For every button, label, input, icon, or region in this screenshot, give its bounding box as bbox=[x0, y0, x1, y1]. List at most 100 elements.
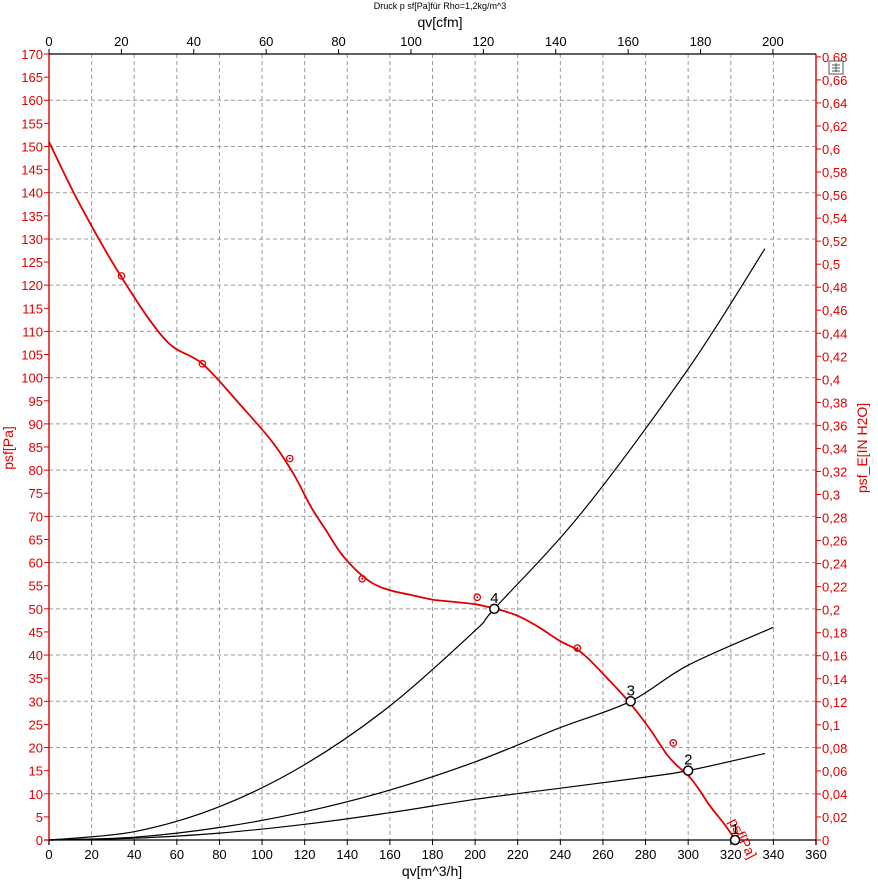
x2-tick-label: 40 bbox=[187, 34, 201, 49]
measured-point bbox=[358, 574, 367, 583]
y-tick-label: 95 bbox=[29, 394, 43, 409]
operating-point bbox=[682, 765, 694, 776]
y-tick-label: 50 bbox=[29, 602, 43, 617]
measured-point bbox=[285, 454, 294, 463]
y-axis-label: psf[Pa] bbox=[0, 426, 16, 470]
chart-title: Druck p sf[Pa]für Rho=1,2kg/m^3 bbox=[374, 1, 507, 11]
y-tick-label: 20 bbox=[29, 741, 43, 756]
y2-tick-label: 0,2 bbox=[822, 603, 840, 618]
x-tick-label: 120 bbox=[294, 847, 316, 862]
x-tick-label: 220 bbox=[507, 847, 529, 862]
y-tick-label: 140 bbox=[21, 186, 43, 201]
measured-point bbox=[573, 644, 582, 652]
y2-tick-label: 0,4 bbox=[822, 372, 840, 387]
operating-point bbox=[729, 834, 741, 846]
y-tick-label: 155 bbox=[21, 116, 43, 131]
y2-tick-label: 0,66 bbox=[822, 73, 847, 88]
measured-point bbox=[473, 593, 482, 602]
x2-tick-label: 60 bbox=[259, 34, 273, 49]
y2-axis-label: psf_E[IN H2O] bbox=[854, 403, 870, 493]
y2-tick-label: 0,52 bbox=[822, 234, 847, 249]
axes bbox=[44, 53, 817, 845]
measured-point-dot bbox=[361, 577, 364, 580]
export-icon[interactable] bbox=[828, 60, 844, 75]
y-tick-label: 145 bbox=[21, 163, 43, 178]
y-tick-label: 105 bbox=[21, 348, 43, 363]
x-tick-label: 200 bbox=[464, 847, 486, 862]
operating-point bbox=[489, 603, 500, 615]
y-tick-label: 110 bbox=[22, 324, 43, 339]
operating-point bbox=[625, 696, 636, 707]
y-tick-label: 170 bbox=[21, 47, 43, 62]
x-tick-label: 20 bbox=[84, 847, 98, 862]
y-tick-label: 115 bbox=[22, 301, 43, 316]
y-tick-label: 80 bbox=[29, 463, 43, 478]
system-curve-line-3 bbox=[48, 752, 766, 841]
operating-point-label: 1 bbox=[731, 821, 739, 838]
y2-tick-label: 0,44 bbox=[822, 326, 847, 341]
grid bbox=[49, 53, 816, 840]
y-tick-label: 90 bbox=[29, 417, 43, 432]
operating-point-label: 2 bbox=[684, 752, 692, 769]
x2-tick-label: 100 bbox=[400, 34, 422, 49]
y-tick-label: 130 bbox=[21, 232, 43, 247]
measured-point bbox=[198, 359, 207, 368]
x2-tick-label: 120 bbox=[473, 34, 495, 49]
y-tick-label: 75 bbox=[29, 486, 43, 501]
y2-tick-label: 0,64 bbox=[822, 96, 847, 111]
x2-axis-label: qv[cfm] bbox=[417, 14, 462, 30]
y-tick-label: 15 bbox=[29, 764, 43, 779]
y2-tick-label: 0,26 bbox=[822, 534, 847, 549]
measured-point-dot bbox=[201, 362, 204, 365]
y2-tick-label: 0,36 bbox=[822, 418, 847, 433]
y2-tick-label: 0,18 bbox=[822, 626, 847, 641]
x2-tick-label: 140 bbox=[545, 34, 567, 49]
measured-point-dot bbox=[672, 741, 675, 744]
y2-tick-label: 0,6 bbox=[822, 142, 840, 157]
measured-point bbox=[669, 739, 678, 747]
y-tick-label: 30 bbox=[29, 694, 43, 709]
operating-point-label: 3 bbox=[627, 682, 635, 699]
measured-point-dot bbox=[120, 274, 123, 277]
measured-point-dot bbox=[288, 457, 291, 460]
measured-point-dot bbox=[476, 596, 479, 599]
x-tick-label: 240 bbox=[549, 847, 571, 862]
x-axis-label: qv[m^3/h] bbox=[402, 863, 462, 879]
y2-tick-label: 0,22 bbox=[822, 580, 847, 595]
y2-tick-label: 0,58 bbox=[822, 165, 847, 180]
operating-point-label: 4 bbox=[490, 590, 498, 607]
measured-point-dot bbox=[576, 647, 579, 650]
x-tick-label: 80 bbox=[212, 847, 226, 862]
x-tick-label: 140 bbox=[336, 847, 358, 862]
y2-tick-label: 0,34 bbox=[822, 441, 847, 456]
y-tick-label: 35 bbox=[29, 671, 43, 686]
y-tick-label: 0 bbox=[36, 833, 43, 848]
y-tick-label: 100 bbox=[21, 371, 43, 386]
y-tick-label: 135 bbox=[21, 209, 43, 224]
y-tick-label: 60 bbox=[29, 556, 43, 571]
y-tick-label: 160 bbox=[21, 93, 43, 108]
y-tick-label: 70 bbox=[29, 509, 43, 524]
y-tick-label: 55 bbox=[29, 579, 43, 594]
y2-tick-label: 0,38 bbox=[822, 395, 847, 410]
x2-tick-label: 0 bbox=[45, 34, 52, 49]
y-tick-label: 125 bbox=[21, 255, 43, 270]
y2-tick-label: 0,5 bbox=[822, 257, 840, 272]
system-curve-line-1 bbox=[48, 248, 766, 841]
y2-tick-label: 0,56 bbox=[822, 188, 847, 203]
x2-tick-label: 20 bbox=[114, 34, 128, 49]
x-tick-label: 40 bbox=[127, 847, 141, 862]
y2-tick-label: 0 bbox=[822, 833, 829, 848]
measured-point bbox=[117, 272, 126, 280]
y2-tick-label: 0,1 bbox=[822, 718, 840, 733]
x-tick-label: 180 bbox=[422, 847, 444, 862]
y-tick-label: 5 bbox=[36, 810, 43, 825]
x2-tick-label: 80 bbox=[331, 34, 345, 49]
y-tick-label: 120 bbox=[21, 278, 43, 293]
x-tick-label: 340 bbox=[763, 847, 785, 862]
x2-tick-label: 160 bbox=[617, 34, 639, 49]
y2-tick-label: 0,28 bbox=[822, 511, 847, 526]
y2-tick-label: 0,24 bbox=[822, 557, 847, 572]
y2-tick-label: 0,62 bbox=[822, 119, 847, 134]
y2-tick-label: 0,08 bbox=[822, 741, 847, 756]
